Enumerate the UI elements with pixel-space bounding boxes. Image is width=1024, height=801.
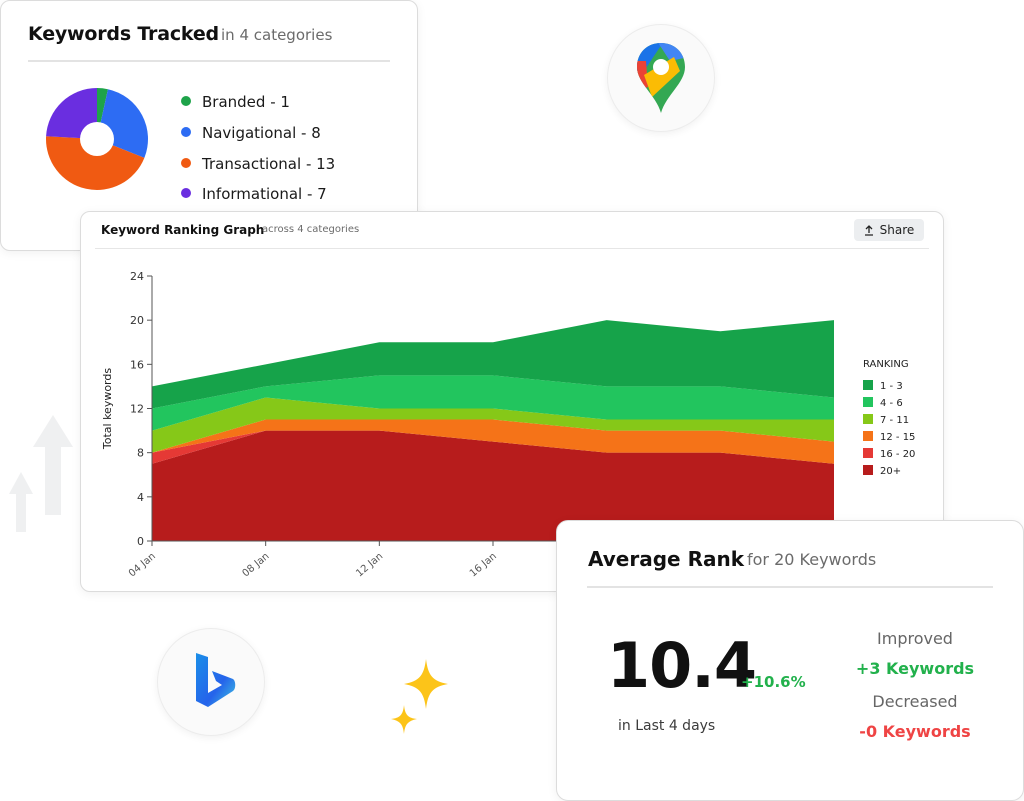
y-axis-label: Total keywords xyxy=(101,368,114,450)
donut-slice xyxy=(45,136,145,191)
y-tick-label: 8 xyxy=(137,447,144,460)
legend-label: Transactional - 13 xyxy=(202,155,336,173)
legend-swatch xyxy=(863,431,873,441)
keywords-card-title: Keywords Tracked xyxy=(28,23,219,45)
donut-hole xyxy=(80,122,114,156)
x-tick-label: 08 Jan xyxy=(241,551,272,580)
average-rank-value: 10.4 xyxy=(607,629,757,702)
average-card-subtitle: for 20 Keywords xyxy=(747,550,877,569)
legend-dot xyxy=(181,96,191,106)
keywords-card-subtitle: in 4 categories xyxy=(221,26,333,44)
legend-label: 12 - 15 xyxy=(880,432,915,443)
decreased-label: Decreased xyxy=(872,692,958,711)
keywords-donut-chart xyxy=(45,88,148,191)
google-maps-bubble xyxy=(607,24,715,132)
x-tick-label: 16 Jan xyxy=(468,551,499,580)
area-series xyxy=(152,430,834,541)
legend-label: 1 - 3 xyxy=(880,381,903,392)
average-rank-change: +10.6% xyxy=(741,673,806,691)
legend-dot xyxy=(181,127,191,137)
upload-icon xyxy=(864,224,873,236)
divider xyxy=(587,586,993,588)
legend-item-transactional: Transactional - 13 xyxy=(181,155,335,173)
legend-swatch xyxy=(863,448,873,458)
average-rank-card: Average Rank for 20 Keywords 10.4 +10.6%… xyxy=(556,520,1024,801)
keyword-ranking-chart: 0 4 8 12 16 20 24 04 Jan 08 Jan 12 Jan 16 Jan Total… xyxy=(101,270,915,580)
keywords-tracked-card: Keywords Tracked in 4 categories Branded… xyxy=(0,0,418,251)
legend-label: 7 - 11 xyxy=(880,415,909,426)
share-label: Share xyxy=(879,223,915,237)
y-tick-label: 12 xyxy=(130,403,144,416)
share-button[interactable]: Share xyxy=(854,219,924,241)
improved-label: Improved xyxy=(877,629,953,648)
legend-label: 20+ xyxy=(880,466,901,477)
area-series xyxy=(152,375,834,431)
y-tick-label: 20 xyxy=(130,314,144,327)
y-tick-label: 0 xyxy=(137,535,144,548)
area-series xyxy=(152,320,834,409)
area-series-group xyxy=(152,320,834,541)
x-tick-label: 04 Jan xyxy=(127,551,158,580)
legend-dot xyxy=(181,158,191,168)
legend-label: Navigational - 8 xyxy=(202,124,321,142)
legend-item-informational: Informational - 7 xyxy=(181,185,327,203)
divider xyxy=(28,60,390,62)
legend-label: 4 - 6 xyxy=(880,398,903,409)
legend-swatch xyxy=(863,397,873,407)
donut-slice xyxy=(46,88,97,139)
legend-swatch xyxy=(863,465,873,475)
ranking-card-subtitle: across 4 categories xyxy=(262,224,360,235)
legend-label: Informational - 7 xyxy=(202,185,327,203)
y-tick-label: 24 xyxy=(130,270,144,283)
legend-swatch xyxy=(863,414,873,424)
y-tick-label: 4 xyxy=(137,491,144,504)
ranking-card-title: Keyword Ranking Graph xyxy=(101,223,265,237)
area-series xyxy=(152,419,834,464)
legend-label: Branded - 1 xyxy=(202,93,290,111)
decreased-value: -0 Keywords xyxy=(859,722,971,741)
legend-label: 16 - 20 xyxy=(880,449,915,460)
area-series xyxy=(152,397,834,453)
arrow-up-icon xyxy=(9,415,73,532)
divider xyxy=(95,248,929,249)
sparkle-icon xyxy=(391,659,448,734)
average-card-title: Average Rank xyxy=(588,547,745,571)
google-maps-icon xyxy=(637,43,685,113)
improved-value: +3 Keywords xyxy=(855,659,975,678)
bing-icon xyxy=(196,653,236,707)
legend-item-navigational: Navigational - 8 xyxy=(181,124,321,142)
legend-swatch xyxy=(863,380,873,390)
legend-title: RANKING xyxy=(863,359,909,370)
legend-dot xyxy=(181,188,191,198)
bing-bubble xyxy=(157,628,265,736)
legend-item-branded: Branded - 1 xyxy=(181,93,290,111)
y-tick-label: 16 xyxy=(130,358,144,371)
average-rank-period: in Last 4 days xyxy=(618,718,716,734)
x-tick-label: 12 Jan xyxy=(354,551,385,580)
